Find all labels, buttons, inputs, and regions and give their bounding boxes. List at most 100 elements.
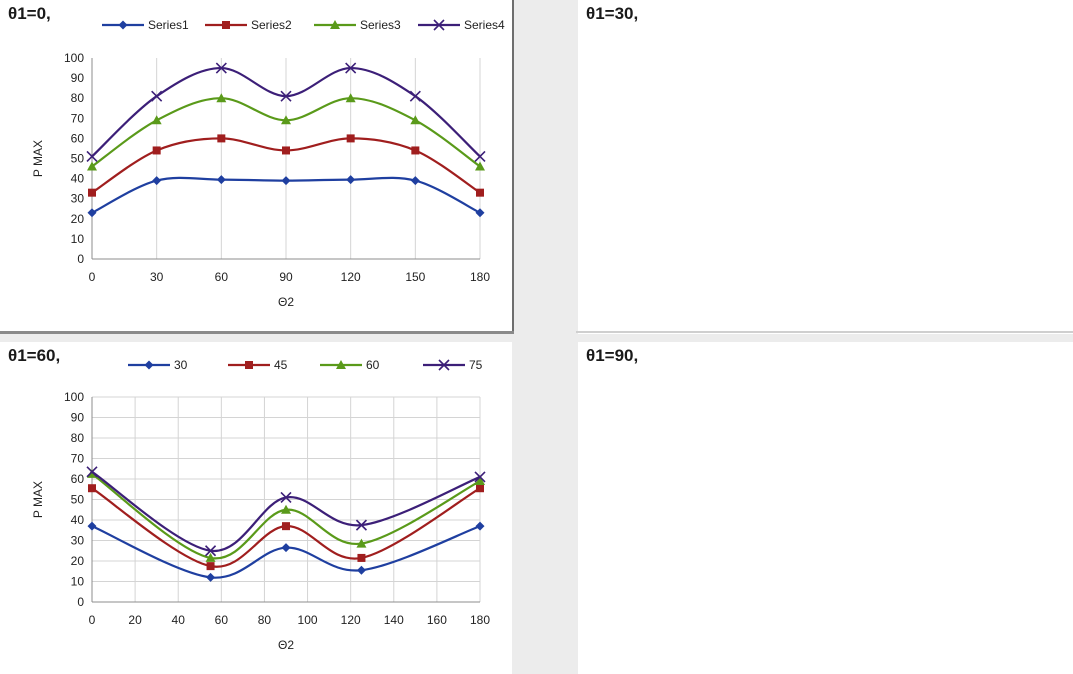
x-tick-label: 140 bbox=[384, 613, 404, 627]
legend-marker bbox=[222, 21, 230, 29]
x-axis-label: Θ2 bbox=[278, 638, 294, 652]
y-axis-label: P MAX bbox=[31, 140, 45, 177]
y-tick-label: 40 bbox=[71, 172, 85, 186]
chart-panel-theta1-30: θ1=30, 010203040506070809010002040608010… bbox=[578, 0, 1073, 331]
data-point-marker bbox=[357, 553, 366, 562]
data-point-marker bbox=[345, 93, 356, 103]
data-point-marker bbox=[474, 150, 486, 163]
data-point-marker bbox=[474, 471, 486, 483]
data-point-marker bbox=[217, 134, 226, 143]
x-tick-label: 80 bbox=[258, 613, 272, 627]
chart-panel-theta1-0: θ1=0, 0 10 20 30 40 50 60 70 80 90 100 0 30 60 90 120 15… bbox=[0, 0, 512, 331]
legend-label: Series4 bbox=[464, 18, 505, 32]
middle-gutter bbox=[0, 334, 1073, 342]
y-axis-label: P MAX bbox=[31, 481, 45, 518]
data-point-marker bbox=[346, 134, 355, 143]
y-tick-label: 60 bbox=[71, 472, 85, 486]
data-point-marker bbox=[206, 562, 215, 571]
x-axis-label: Θ2 bbox=[278, 295, 294, 309]
legend-marker bbox=[245, 361, 253, 369]
data-point-marker bbox=[87, 521, 97, 531]
data-point-marker bbox=[282, 146, 290, 155]
y-tick-label: 0 bbox=[77, 252, 84, 266]
panel-tr-bottom-border bbox=[576, 331, 1073, 333]
data-point-marker bbox=[475, 208, 485, 218]
legend-marker bbox=[118, 20, 128, 30]
y-tick-label: 40 bbox=[71, 513, 85, 527]
x-tick-label: 90 bbox=[279, 270, 293, 284]
y-tick-label: 100 bbox=[64, 390, 84, 404]
data-point-marker bbox=[88, 188, 96, 197]
x-tick-label: 0 bbox=[89, 270, 96, 284]
chart-title: θ1=90, bbox=[586, 346, 639, 365]
data-point-marker bbox=[281, 543, 291, 553]
x-tick-label: 160 bbox=[427, 613, 447, 627]
data-point-marker bbox=[216, 175, 226, 185]
data-point-marker bbox=[345, 62, 357, 74]
x-tick-label: 180 bbox=[470, 613, 490, 627]
data-point-marker bbox=[410, 176, 420, 186]
data-point-marker bbox=[152, 146, 161, 155]
data-point-marker bbox=[476, 188, 484, 197]
y-tick-label: 30 bbox=[71, 534, 85, 548]
data-point-marker bbox=[87, 468, 97, 478]
y-tick-label: 50 bbox=[71, 493, 85, 507]
y-tick-label: 80 bbox=[71, 91, 85, 105]
data-point-marker bbox=[151, 90, 163, 102]
chart-title: θ1=30, bbox=[586, 4, 639, 23]
x-tick-label: 40 bbox=[172, 613, 186, 627]
data-point-marker bbox=[356, 538, 367, 548]
y-tick-label: 90 bbox=[71, 411, 85, 425]
y-tick-label: 30 bbox=[71, 192, 85, 206]
legend-label: Series1 bbox=[148, 18, 189, 32]
legend-marker bbox=[438, 359, 450, 371]
y-tick-label: 50 bbox=[71, 152, 85, 166]
chart-title: θ1=60, bbox=[8, 346, 61, 365]
legend-label: 30 bbox=[174, 358, 188, 372]
chart-svg: 0102030405060708090100020406080100120140… bbox=[578, 342, 1073, 674]
data-point-marker bbox=[475, 161, 485, 171]
data-point-marker bbox=[356, 565, 366, 575]
legend-label: 60 bbox=[366, 358, 380, 372]
y-tick-label: 70 bbox=[71, 452, 85, 466]
data-point-marker bbox=[281, 504, 291, 514]
data-point-marker bbox=[346, 175, 356, 185]
data-point-marker bbox=[281, 115, 291, 125]
data-point-marker bbox=[475, 476, 485, 486]
x-tick-label: 20 bbox=[128, 613, 142, 627]
data-point-marker bbox=[215, 62, 227, 74]
data-point-marker bbox=[204, 545, 217, 557]
x-tick-label: 100 bbox=[298, 613, 318, 627]
x-tick-label: 0 bbox=[89, 613, 96, 627]
y-tick-label: 60 bbox=[71, 131, 85, 145]
legend-label: 75 bbox=[469, 358, 483, 372]
legend-label: 45 bbox=[274, 358, 288, 372]
y-tick-label: 10 bbox=[71, 232, 85, 246]
panel-tl-bottom-border bbox=[0, 331, 514, 334]
x-tick-label: 60 bbox=[215, 613, 229, 627]
chart-panel-theta1-60: θ1=60, 0 10 20 30 40 50 60 70 80 90 100 0 20 40 60 80 10… bbox=[0, 342, 512, 674]
y-tick-label: 80 bbox=[71, 431, 85, 445]
y-tick-label: 20 bbox=[71, 212, 85, 226]
y-tick-label: 10 bbox=[71, 575, 85, 589]
y-tick-label: 70 bbox=[71, 111, 85, 125]
legend-marker bbox=[330, 20, 340, 29]
data-point-marker bbox=[151, 115, 162, 125]
data-point-marker bbox=[86, 150, 98, 163]
x-tick-label: 60 bbox=[215, 270, 229, 284]
data-point-marker bbox=[410, 115, 421, 125]
data-point-marker bbox=[409, 90, 421, 102]
data-point-marker bbox=[86, 466, 98, 478]
data-point-marker bbox=[476, 484, 484, 493]
y-tick-label: 0 bbox=[77, 595, 84, 609]
data-point-marker bbox=[88, 484, 96, 493]
chart-title: θ1=0, bbox=[8, 4, 51, 23]
data-point-marker bbox=[205, 552, 216, 562]
data-point-marker bbox=[355, 519, 368, 531]
data-point-marker bbox=[282, 522, 290, 531]
chart-svg: 0102030405060708090100020406080100120140… bbox=[578, 0, 1073, 331]
legend-label: Series3 bbox=[360, 18, 401, 32]
data-point-marker bbox=[152, 176, 162, 186]
panel-tl-right-border bbox=[512, 0, 514, 334]
x-tick-label: 30 bbox=[150, 270, 164, 284]
